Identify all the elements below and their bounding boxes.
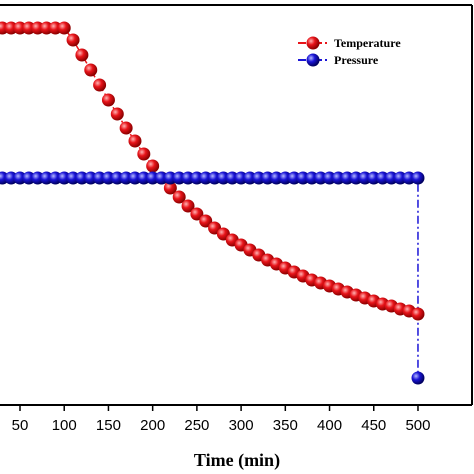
x-axis-title: Time (min): [194, 450, 280, 471]
data-point-temperature: [181, 199, 195, 213]
legend-label-pressure: Pressure: [334, 53, 379, 67]
data-point-temperature: [119, 121, 133, 135]
legend-item-temperature: Temperature: [298, 36, 401, 50]
series-layer: [0, 21, 425, 385]
x-tick-label: 300: [229, 417, 254, 434]
data-point-temperature: [190, 207, 204, 221]
x-tick-label: 400: [317, 417, 342, 434]
series-line-pressure: [0, 177, 419, 378]
data-point-temperature: [110, 107, 124, 121]
legend-label-temperature: Temperature: [334, 36, 401, 50]
x-tick-label: 100: [52, 417, 77, 434]
data-point-pressure: [411, 171, 425, 185]
x-tick-label: 450: [361, 417, 386, 434]
x-tick-label: 200: [140, 417, 165, 434]
data-point-temperature: [146, 159, 160, 173]
plot-area: [0, 4, 473, 406]
data-point-pressure: [411, 371, 425, 385]
legend-item-pressure: Pressure: [298, 53, 379, 67]
legend-marker-pressure: [306, 53, 320, 67]
x-tick-label: 50: [12, 417, 29, 434]
x-tick-label: 500: [405, 417, 430, 434]
series-line-temperature: [2, 27, 419, 315]
data-point-temperature: [57, 21, 71, 35]
data-point-temperature: [66, 33, 80, 47]
data-point-temperature: [75, 48, 89, 62]
x-tick-label: 350: [273, 417, 298, 434]
legend-marker-temperature: [306, 36, 320, 50]
legend: Temperature Pressure: [298, 36, 401, 67]
data-point-temperature: [93, 78, 107, 92]
data-point-temperature: [163, 181, 177, 195]
x-ticks: 50 100 150 200 250 300 350 400 450 500: [12, 405, 430, 434]
x-tick-label: 150: [96, 417, 121, 434]
data-point-temperature: [128, 134, 142, 148]
x-tick-label: 250: [184, 417, 209, 434]
data-point-temperature: [84, 63, 98, 77]
data-point-temperature: [199, 214, 213, 228]
data-point-temperature: [137, 147, 151, 161]
data-point-temperature: [411, 307, 425, 321]
data-point-temperature: [172, 190, 186, 204]
data-point-temperature: [101, 93, 115, 107]
